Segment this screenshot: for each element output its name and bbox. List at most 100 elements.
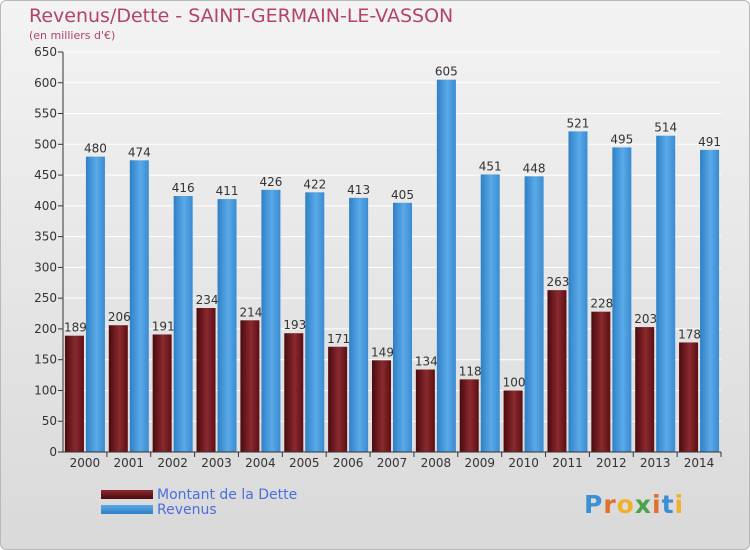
bar-dette <box>591 311 611 452</box>
data-label-dette: 118 <box>459 364 482 378</box>
data-label-revenus: 416 <box>172 181 195 195</box>
data-label-revenus: 405 <box>391 188 414 202</box>
legend-item-dette: Montant de la Dette <box>101 486 298 503</box>
data-label-dette: 171 <box>327 332 350 346</box>
bar-dette <box>284 333 304 452</box>
data-label-dette: 189 <box>64 321 87 335</box>
y-tick-label: 500 <box>34 137 57 151</box>
bar-revenus <box>700 149 720 452</box>
data-label-dette: 100 <box>503 375 526 389</box>
legend: Montant de la Dette Revenus <box>101 486 298 518</box>
legend-label-dette: Montant de la Dette <box>157 486 298 503</box>
data-label-revenus: 514 <box>654 121 677 135</box>
bar-dette <box>415 369 435 452</box>
data-label-revenus: 521 <box>567 116 590 130</box>
x-tick-label: 2014 <box>684 456 715 470</box>
x-tick-label: 2009 <box>464 456 495 470</box>
data-label-dette: 214 <box>239 305 262 319</box>
bar-revenus <box>524 176 544 453</box>
bar-revenus <box>85 156 105 452</box>
data-label-revenus: 495 <box>610 132 633 146</box>
data-label-revenus: 413 <box>347 183 370 197</box>
data-label-dette: 203 <box>634 312 657 326</box>
data-label-dette: 228 <box>590 297 613 311</box>
x-tick-label: 2011 <box>552 456 583 470</box>
bar-revenus <box>261 189 281 452</box>
x-tick-label: 2003 <box>201 456 232 470</box>
chart-subtitle: (en milliers d'€) <box>29 29 116 42</box>
x-tick-label: 2006 <box>333 456 364 470</box>
bar-dette <box>547 290 567 452</box>
y-tick-label: 300 <box>34 260 57 274</box>
proxiti-logo: Proxiti <box>584 490 685 519</box>
chart-title: Revenus/Dette - SAINT-GERMAIN-LE-VASSON <box>29 5 454 27</box>
data-label-dette: 134 <box>415 355 438 369</box>
data-label-dette: 178 <box>678 327 701 341</box>
x-tick-label: 2007 <box>377 456 408 470</box>
y-tick-label: 150 <box>34 353 57 367</box>
y-tick-label: 250 <box>34 291 57 305</box>
bar-dette <box>64 335 84 452</box>
legend-swatch-revenus <box>101 505 153 514</box>
x-tick-label: 2012 <box>596 456 627 470</box>
data-label-revenus: 411 <box>216 184 239 198</box>
x-tick-label: 2010 <box>508 456 539 470</box>
legend-label-revenus: Revenus <box>157 501 217 518</box>
data-label-dette: 191 <box>152 319 175 333</box>
bar-dette <box>328 346 348 452</box>
bar-revenus <box>656 135 676 452</box>
y-tick-label: 200 <box>34 322 57 336</box>
bar-revenus <box>568 131 588 452</box>
data-label-revenus: 448 <box>523 161 546 175</box>
data-label-revenus: 422 <box>303 177 326 191</box>
y-tick-label: 50 <box>42 414 57 428</box>
bar-revenus <box>436 79 456 452</box>
x-tick-label: 2002 <box>157 456 188 470</box>
y-tick-label: 450 <box>34 168 57 182</box>
y-tick-label: 100 <box>34 383 57 397</box>
bar-revenus <box>173 196 193 452</box>
bar-dette <box>635 327 655 452</box>
bar-revenus <box>129 160 149 453</box>
bar-dette <box>459 379 479 452</box>
x-tick-label: 2005 <box>289 456 320 470</box>
x-tick-label: 2013 <box>640 456 671 470</box>
bar-dette <box>679 342 699 452</box>
data-label-revenus: 451 <box>479 159 502 173</box>
y-tick-label: 650 <box>34 45 57 59</box>
bar-revenus <box>217 199 237 452</box>
bar-dette <box>152 334 172 452</box>
bar-revenus <box>612 147 632 452</box>
x-tick-label: 2000 <box>70 456 101 470</box>
bar-dette <box>372 360 391 452</box>
legend-swatch-dette <box>101 490 153 499</box>
bar-revenus <box>480 174 500 452</box>
data-label-revenus: 426 <box>259 175 282 189</box>
data-label-revenus: 605 <box>435 65 458 79</box>
y-tick-label: 0 <box>49 445 57 459</box>
bar-dette <box>503 390 523 452</box>
x-tick-label: 2001 <box>114 456 145 470</box>
y-tick-label: 600 <box>34 76 57 90</box>
data-label-revenus: 480 <box>84 142 107 156</box>
data-label-dette: 193 <box>283 318 306 332</box>
y-tick-label: 350 <box>34 230 57 244</box>
x-tick-label: 2004 <box>245 456 276 470</box>
data-label-revenus: 474 <box>128 145 151 159</box>
data-label-dette: 149 <box>371 345 394 359</box>
data-label-revenus: 491 <box>698 135 721 149</box>
data-label-dette: 263 <box>547 275 570 289</box>
x-tick-label: 2008 <box>421 456 452 470</box>
bar-revenus <box>393 202 412 452</box>
bar-dette <box>240 320 260 452</box>
bar-dette <box>196 308 216 452</box>
y-tick-label: 400 <box>34 199 57 213</box>
data-label-dette: 234 <box>196 293 219 307</box>
bar-dette <box>108 325 128 452</box>
bar-revenus <box>349 197 369 452</box>
legend-item-revenus: Revenus <box>101 501 297 518</box>
bar-revenus <box>305 192 325 453</box>
y-tick-label: 550 <box>34 107 57 121</box>
